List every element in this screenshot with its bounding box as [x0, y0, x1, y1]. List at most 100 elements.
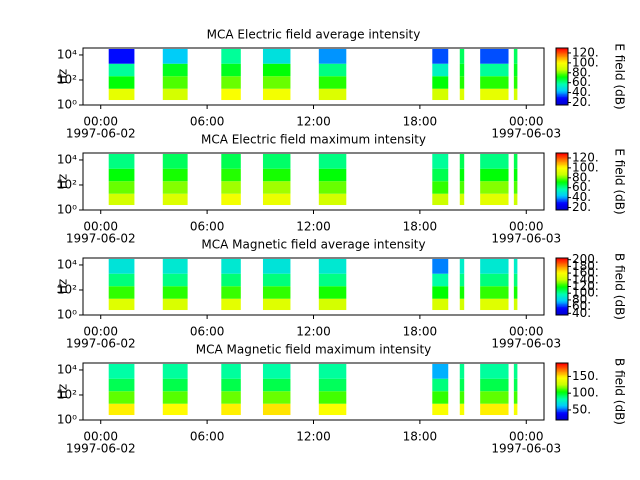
- colorbar-swatch: [556, 100, 568, 103]
- colorbar-swatch: [556, 207, 568, 210]
- colorbar-swatch: [556, 306, 568, 309]
- x-tick-sublabel: 1997-06-02: [66, 127, 136, 141]
- spectrogram-cell: [513, 286, 518, 299]
- spectrogram-cell: [162, 378, 188, 392]
- colorbar-swatch: [556, 69, 568, 72]
- spectrogram-cell: [162, 363, 188, 379]
- spectrogram-cell: [262, 168, 291, 182]
- x-tick-label: 00:00: [509, 115, 544, 129]
- colorbar-swatch: [556, 390, 568, 392]
- colorbar-swatch: [556, 200, 568, 202]
- spectrogram-cell: [318, 258, 347, 274]
- colorbar-swatch: [556, 302, 568, 305]
- colorbar-tick-label: 120.: [572, 45, 599, 59]
- colorbar-swatch: [556, 72, 568, 75]
- spectrogram-cell: [162, 48, 188, 64]
- colorbar-swatch: [556, 401, 568, 404]
- colorbar-swatch: [556, 391, 568, 394]
- spectrogram-cell: [432, 193, 449, 206]
- colorbar-swatch: [556, 73, 568, 76]
- colorbar-swatch: [556, 370, 568, 373]
- colorbar-swatch: [556, 201, 568, 204]
- spectrogram-cell: [432, 168, 449, 182]
- spectrogram-cell: [108, 363, 135, 379]
- x-tick-label: 06:00: [190, 430, 225, 444]
- spectrogram-cell: [459, 168, 465, 182]
- spectrogram-cell: [221, 181, 241, 194]
- x-tick-label: 12:00: [296, 220, 331, 234]
- colorbar-swatch: [556, 194, 568, 197]
- colorbar-swatch: [556, 312, 568, 315]
- spectrogram-cell: [162, 298, 188, 311]
- spectrogram-cell: [108, 153, 135, 169]
- x-tick-sublabel: 1997-06-02: [66, 442, 136, 456]
- spectrogram-cell: [162, 168, 188, 182]
- colorbar-swatch: [556, 167, 568, 170]
- colorbar-tick-label: 100.: [572, 286, 599, 300]
- y-axis-label: Hz: [56, 279, 70, 294]
- x-tick-label: 18:00: [403, 220, 438, 234]
- spectrogram-cell: [459, 193, 465, 206]
- spectrogram-cell: [480, 391, 509, 404]
- colorbar-frame: [555, 47, 569, 106]
- colorbar-tick-label: 150.: [572, 369, 599, 383]
- colorbar-tick-label: 20.: [572, 200, 591, 214]
- colorbar-tick-label: 80.: [572, 170, 591, 184]
- spectrogram-cell: [108, 258, 135, 274]
- x-tick-label: 00:00: [83, 430, 118, 444]
- spectrogram-cell: [162, 403, 188, 416]
- spectrogram-cell: [318, 378, 347, 392]
- colorbar-swatch: [556, 296, 568, 299]
- spectrogram-cell: [318, 168, 347, 182]
- spectrogram-cell: [108, 181, 135, 194]
- spectrogram-cell: [162, 273, 188, 287]
- colorbar-swatch: [556, 267, 568, 270]
- colorbar-swatch: [556, 259, 568, 262]
- colorbar-tick-label: 80.: [572, 65, 591, 79]
- y-tick-label: 10²: [57, 387, 77, 401]
- panel-title: MCA Electric field maximum intensity: [201, 133, 426, 147]
- colorbar-swatch: [556, 172, 568, 175]
- colorbar-swatch: [556, 53, 568, 56]
- colorbar-swatch: [556, 276, 568, 279]
- spectrogram-cell: [318, 88, 347, 101]
- x-tick-label: 06:00: [190, 325, 225, 339]
- colorbar-swatch: [556, 99, 568, 102]
- spectrogram-cell: [513, 76, 518, 89]
- colorbar-swatch: [556, 282, 568, 285]
- spectrogram-cell: [318, 48, 347, 64]
- spectrogram-cell: [459, 76, 465, 89]
- colorbar-swatch: [556, 283, 568, 286]
- spectrogram-cell: [480, 193, 509, 206]
- spectrogram-cell: [480, 168, 509, 182]
- colorbar-swatch: [556, 83, 568, 86]
- colorbar-swatch: [556, 375, 568, 378]
- colorbar-swatch: [556, 192, 568, 195]
- colorbar-swatch: [556, 87, 568, 90]
- colorbar-swatch: [556, 299, 568, 302]
- x-tick-label: 00:00: [83, 115, 118, 129]
- colorbar-swatch: [556, 161, 568, 164]
- colorbar-tick-label: 120.: [572, 279, 599, 293]
- spectrogram-cell: [262, 63, 291, 77]
- spectrogram-cell: [480, 76, 509, 89]
- spectrogram-cell: [432, 298, 449, 311]
- colorbar-swatch: [556, 86, 568, 89]
- colorbar-swatch: [556, 280, 568, 283]
- colorbar-swatch: [556, 187, 568, 190]
- spectrogram-cell: [221, 298, 241, 311]
- spectrogram-cell: [432, 258, 449, 274]
- colorbar-swatch: [556, 70, 568, 73]
- colorbar-swatch: [556, 157, 568, 160]
- spectrogram-cell: [221, 403, 241, 416]
- colorbar-swatch: [556, 198, 568, 201]
- spectrogram-cell: [513, 273, 518, 287]
- colorbar-swatch: [556, 289, 568, 292]
- colorbar-swatch: [556, 93, 568, 96]
- spectrogram-cell: [108, 391, 135, 404]
- colorbar-swatch: [556, 202, 568, 205]
- spectrogram-cell: [459, 258, 465, 274]
- colorbar-tick-label: 50.: [572, 402, 591, 416]
- colorbar-swatch: [556, 79, 568, 82]
- spectrogram-cell: [318, 286, 347, 299]
